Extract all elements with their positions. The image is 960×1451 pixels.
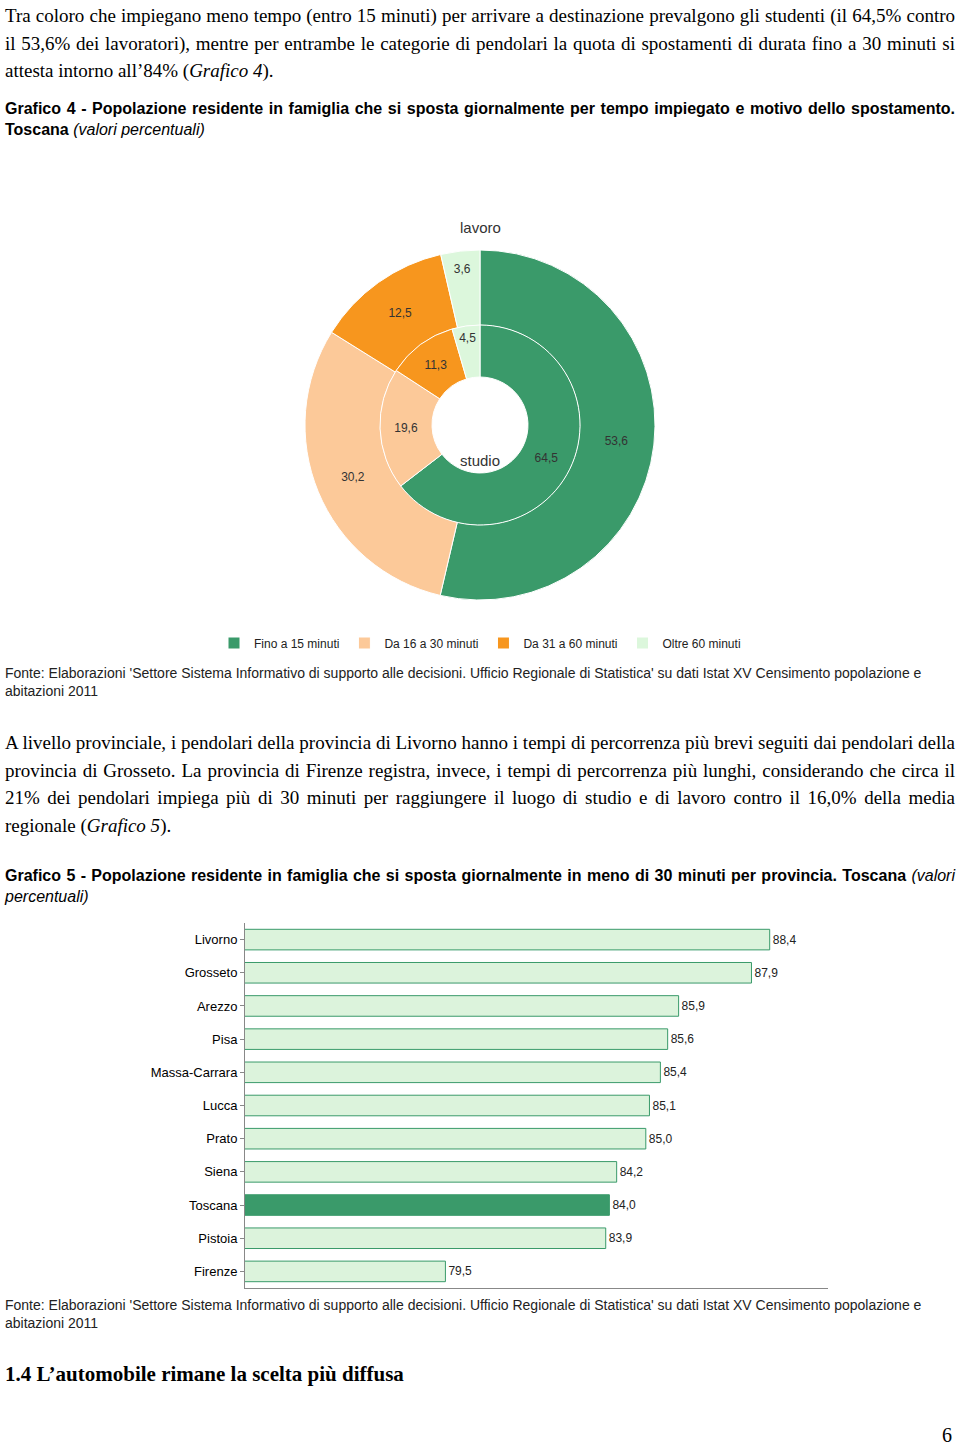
svg-text:Lucca: Lucca <box>203 1098 238 1113</box>
svg-text:studio: studio <box>460 452 500 469</box>
svg-text:30,2: 30,2 <box>341 470 365 484</box>
svg-text:Prato: Prato <box>206 1131 237 1146</box>
svg-text:64,5: 64,5 <box>535 451 559 465</box>
html-text:Fonte: Elaborazioni 'Settore S: Fonte: Elaborazioni 'Settore Sistema Inf… <box>5 1297 922 1331</box>
svg-text:12,5: 12,5 <box>388 306 412 320</box>
html-text:A livello provinciale, i pendo: A livello provinciale, i pendolari della… <box>5 732 955 836</box>
svg-text:4,5: 4,5 <box>459 331 476 345</box>
html-text:Grafico 4 - Popolazione reside: Grafico 4 - Popolazione residente in fam… <box>5 100 955 138</box>
svg-text:Fino a 15 minuti: Fino a 15 minuti <box>254 637 339 651</box>
svg-text:Livorno: Livorno <box>195 932 238 947</box>
svg-text:Oltre 60 minuti: Oltre 60 minuti <box>663 637 741 651</box>
svg-text:84,0: 84,0 <box>612 1198 636 1212</box>
svg-text:87,9: 87,9 <box>754 966 778 980</box>
svg-text:Pistoia: Pistoia <box>198 1231 238 1246</box>
svg-text:84,2: 84,2 <box>620 1165 644 1179</box>
svg-text:Siena: Siena <box>204 1164 238 1179</box>
svg-text:85,6: 85,6 <box>671 1032 695 1046</box>
svg-text:79,5: 79,5 <box>448 1264 472 1278</box>
html-text:6: 6 <box>942 1424 952 1446</box>
svg-text:53,6: 53,6 <box>605 434 629 448</box>
svg-text:85,1: 85,1 <box>652 1099 676 1113</box>
html-text:Fonte: Elaborazioni 'Settore S: Fonte: Elaborazioni 'Settore Sistema Inf… <box>5 665 922 699</box>
svg-text:Pisa: Pisa <box>212 1032 238 1047</box>
svg-text:Arezzo: Arezzo <box>197 999 237 1014</box>
svg-text:Da 16 a 30 minuti: Da 16 a 30 minuti <box>384 637 478 651</box>
svg-text:Grosseto: Grosseto <box>185 965 238 980</box>
svg-text:85,0: 85,0 <box>649 1132 673 1146</box>
svg-text:88,4: 88,4 <box>773 933 797 947</box>
svg-text:Da 31 a 60 minuti: Da 31 a 60 minuti <box>523 637 617 651</box>
svg-text:Toscana: Toscana <box>189 1198 238 1213</box>
html-text:1.4 L’automobile rimane la sce: 1.4 L’automobile rimane la scelta più di… <box>5 1362 404 1386</box>
svg-text:85,4: 85,4 <box>663 1065 687 1079</box>
svg-text:3,6: 3,6 <box>454 262 471 276</box>
svg-text:lavoro: lavoro <box>460 219 501 236</box>
svg-text:19,6: 19,6 <box>394 421 418 435</box>
svg-text:11,3: 11,3 <box>424 358 447 372</box>
svg-text:85,9: 85,9 <box>682 999 706 1013</box>
html-text:Tra coloro che impiegano meno: Tra coloro che impiegano meno tempo (ent… <box>5 5 955 81</box>
svg-text:Massa-Carrara: Massa-Carrara <box>151 1065 238 1080</box>
html-text:Grafico 5 - Popolazione reside: Grafico 5 - Popolazione residente in fam… <box>5 867 955 905</box>
svg-text:83,9: 83,9 <box>609 1231 633 1245</box>
svg-text:Firenze: Firenze <box>194 1264 237 1279</box>
